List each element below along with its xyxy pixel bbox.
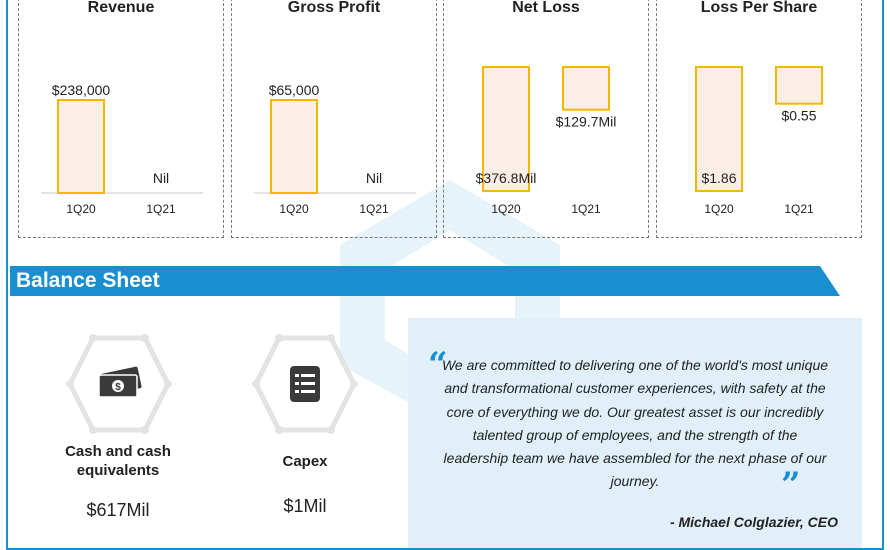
open-quote-icon: “ (428, 345, 448, 385)
bar (482, 66, 530, 192)
cash-label: Cash and cash equivalents (65, 443, 171, 479)
chart-svg: $65,000 1Q20 Nil 1Q21 (254, 82, 416, 216)
frame-left-border (6, 0, 8, 550)
bar (775, 66, 823, 105)
tick-label: 1Q20 (704, 202, 734, 216)
data-label: $129.7Mil (556, 114, 617, 130)
svg-text:$: $ (115, 382, 121, 393)
data-label: $238,000 (52, 82, 111, 98)
data-label: Nil (366, 170, 382, 186)
data-label: $65,000 (269, 82, 320, 98)
bar (57, 99, 105, 194)
data-label: Nil (153, 170, 169, 186)
data-label: $0.55 (781, 108, 816, 124)
chart-title: Loss Per Share (700, 0, 818, 16)
capex-label: Capex (282, 453, 328, 470)
tick-label: 1Q21 (359, 202, 389, 216)
tick-label: 1Q20 (491, 202, 521, 216)
cash-value: $617Mil (86, 500, 150, 520)
quote-author: - Michael Colglazier, CEO (669, 514, 838, 530)
tick-label: 1Q21 (571, 202, 601, 216)
tick-label: 1Q21 (784, 202, 814, 216)
chart-svg: $1.86 1Q20 $0.55 1Q21 (695, 66, 823, 216)
chart-panel-revenue: Revenue $238,000 1Q20 Nil 1Q21 (18, 0, 224, 238)
chart-panel-loss-per-share: Loss Per Share $1.86 1Q20 $0.55 1Q21 (656, 0, 862, 238)
chart-svg: $376.8Mil 1Q20 $129.7Mil 1Q21 (476, 66, 617, 216)
quote-text: We are committed to delivering one of th… (441, 357, 829, 490)
tick-label: 1Q20 (66, 202, 96, 216)
chart-title: Revenue (87, 0, 155, 16)
capex-hexagon (252, 332, 358, 436)
close-quote-icon: ” (781, 465, 801, 505)
frame-right-border (882, 0, 884, 550)
capex-value: $1Mil (283, 496, 327, 516)
bar (562, 66, 610, 111)
chart-svg: $238,000 1Q20 Nil 1Q21 (41, 82, 203, 216)
chart-title: Net Loss (512, 0, 580, 16)
frame-bottom-border (6, 548, 884, 550)
ceo-quote-box: “ We are committed to delivering one of … (408, 318, 862, 548)
cash-icon: $ (98, 366, 142, 398)
document-icon (290, 366, 320, 402)
tick-label: 1Q20 (279, 202, 309, 216)
bar (695, 66, 743, 192)
bar (270, 99, 318, 194)
data-label: $376.8Mil (476, 170, 537, 186)
data-label: $1.86 (701, 170, 736, 186)
chart-title: Gross Profit (287, 0, 381, 16)
balance-sheet-title: Balance Sheet (16, 269, 160, 292)
tick-label: 1Q21 (146, 202, 176, 216)
chart-panel-gross-profit: Gross Profit $65,000 1Q20 Nil 1Q21 (231, 0, 437, 238)
chart-panel-net-loss: Net Loss $376.8Mil 1Q20 $129.7Mil 1Q21 (443, 0, 649, 238)
balance-sheet-banner (10, 266, 840, 296)
cash-hexagon: $ (66, 332, 172, 436)
